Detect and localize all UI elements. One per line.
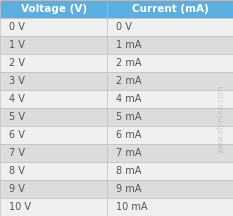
Text: 2 V: 2 V xyxy=(9,58,25,68)
Text: 4 mA: 4 mA xyxy=(116,94,142,104)
Bar xyxy=(0,198,107,216)
Bar xyxy=(0,180,107,198)
Bar xyxy=(107,0,233,18)
Text: 5 V: 5 V xyxy=(9,112,25,122)
Bar xyxy=(0,72,107,90)
Bar xyxy=(107,144,233,162)
Text: 10 mA: 10 mA xyxy=(116,202,148,212)
Text: 8 mA: 8 mA xyxy=(116,166,142,176)
Text: 0 V: 0 V xyxy=(116,22,132,32)
Text: 1 V: 1 V xyxy=(9,40,25,50)
Text: Voltage (V): Voltage (V) xyxy=(21,4,87,14)
Text: 0 V: 0 V xyxy=(9,22,25,32)
Bar xyxy=(107,90,233,108)
Bar xyxy=(107,198,233,216)
Text: 2 mA: 2 mA xyxy=(116,76,142,86)
Text: 4 V: 4 V xyxy=(9,94,25,104)
Text: 9 mA: 9 mA xyxy=(116,184,142,194)
Text: 8 V: 8 V xyxy=(9,166,25,176)
Text: 6 V: 6 V xyxy=(9,130,25,140)
Bar xyxy=(107,72,233,90)
Text: 3 V: 3 V xyxy=(9,76,25,86)
Bar xyxy=(0,36,107,54)
Bar xyxy=(0,108,107,126)
Text: 7 V: 7 V xyxy=(9,148,25,158)
Bar xyxy=(0,144,107,162)
Bar xyxy=(107,36,233,54)
Bar xyxy=(107,18,233,36)
Bar xyxy=(107,54,233,72)
Text: www.ohmlaw.com: www.ohmlaw.com xyxy=(217,85,226,153)
Bar xyxy=(107,126,233,144)
Bar xyxy=(0,90,107,108)
Bar xyxy=(0,126,107,144)
Bar xyxy=(107,162,233,180)
Bar xyxy=(0,54,107,72)
Text: 1 mA: 1 mA xyxy=(116,40,142,50)
Text: 6 mA: 6 mA xyxy=(116,130,142,140)
Bar xyxy=(0,162,107,180)
Text: 10 V: 10 V xyxy=(9,202,31,212)
Text: 2 mA: 2 mA xyxy=(116,58,142,68)
Bar xyxy=(0,0,107,18)
Text: 9 V: 9 V xyxy=(9,184,25,194)
Text: 7 mA: 7 mA xyxy=(116,148,142,158)
Text: Current (mA): Current (mA) xyxy=(132,4,209,14)
Bar xyxy=(107,108,233,126)
Bar xyxy=(107,180,233,198)
Text: 5 mA: 5 mA xyxy=(116,112,142,122)
Bar xyxy=(0,18,107,36)
